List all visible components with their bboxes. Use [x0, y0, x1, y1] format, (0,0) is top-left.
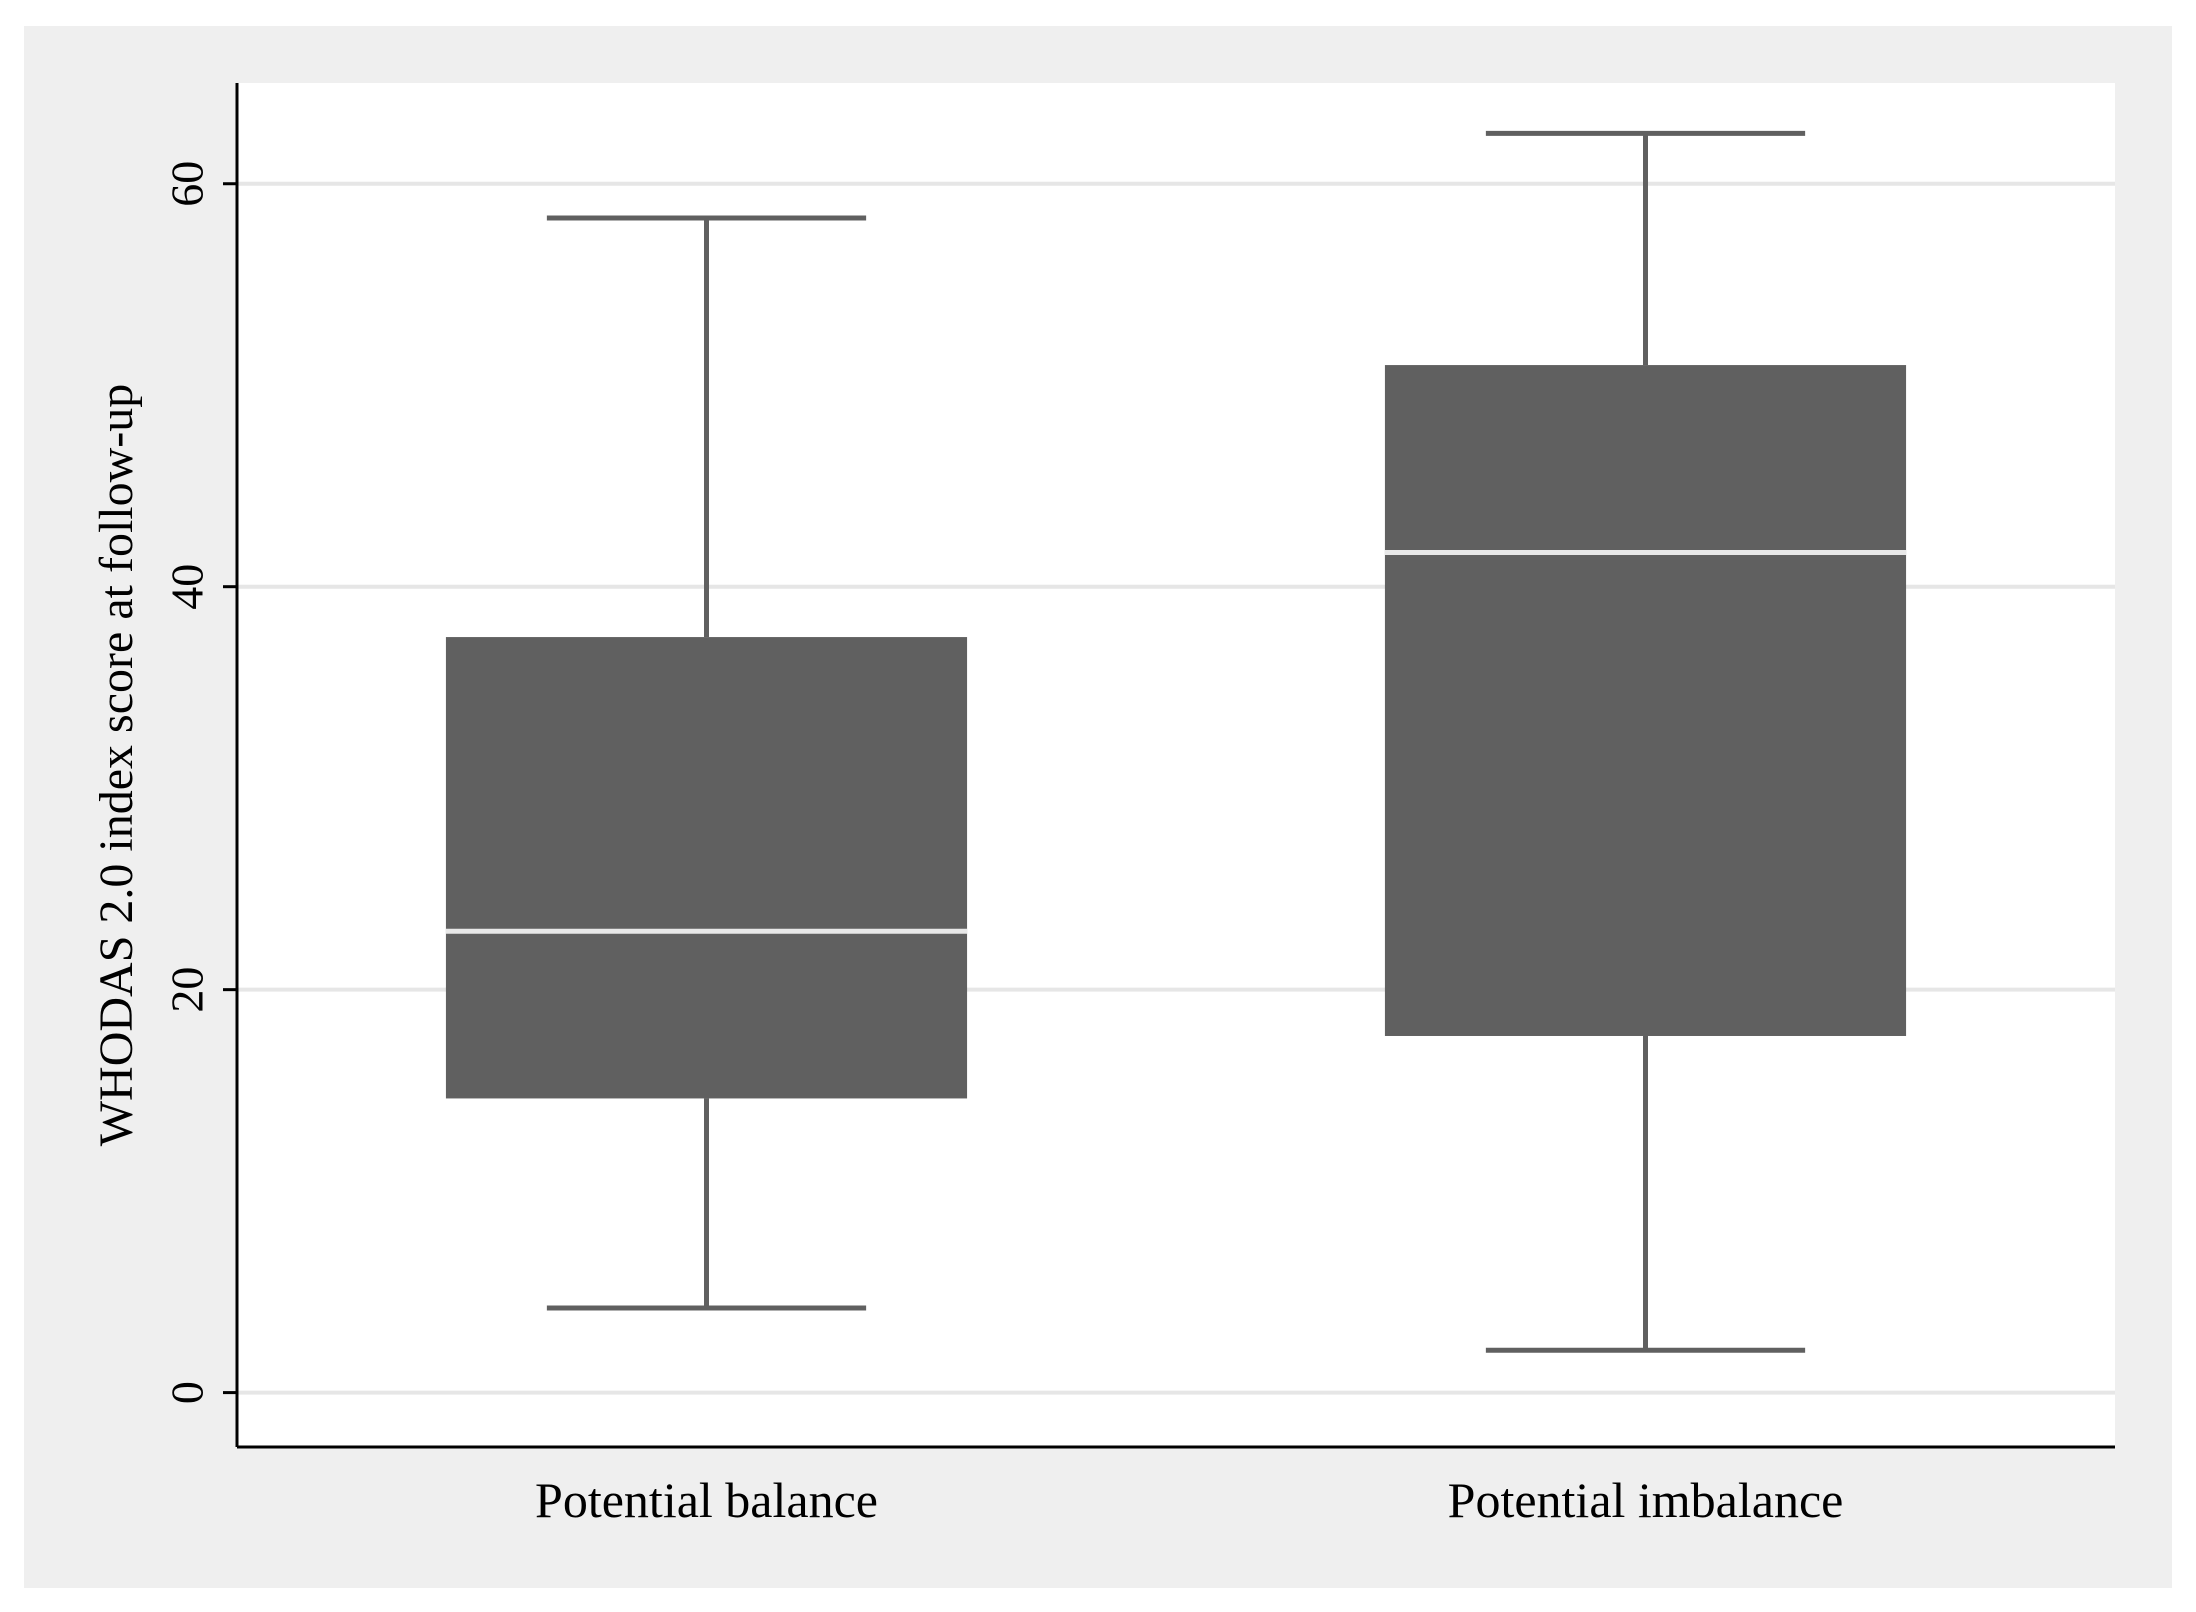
x-category-label-1: Potential balance [535, 1472, 878, 1528]
labels: 0 20 40 60 Potential balance Potential imbala… [162, 161, 1844, 1528]
box-1-iqr-rect [445, 637, 968, 1099]
y-axis-title: WHODAS 2.0 index score at follow-up [90, 384, 143, 1147]
y-tick-label-20: 20 [162, 967, 213, 1013]
y-tick-label-40: 40 [162, 564, 213, 610]
axes [223, 83, 2115, 1449]
boxes [445, 130, 1907, 1353]
y-tick-label-60: 60 [162, 161, 213, 207]
y-tick-label-0: 0 [162, 1381, 213, 1404]
box-2-iqr-rect [1384, 365, 1907, 1036]
x-category-label-2: Potential imbalance [1448, 1472, 1844, 1528]
